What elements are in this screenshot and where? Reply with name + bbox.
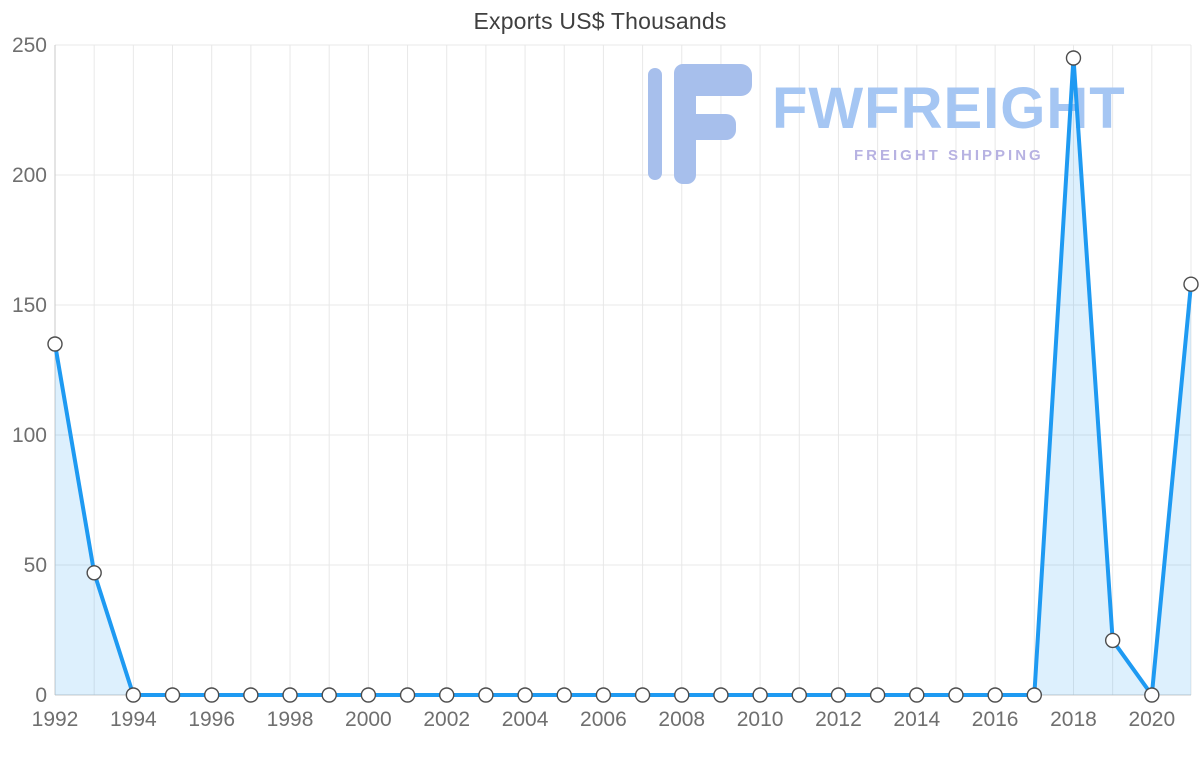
y-tick-label: 0 [35, 684, 47, 707]
data-point-marker[interactable] [203, 687, 220, 703]
watermark-text-block: FWFREIGHT FREIGHT SHIPPING [772, 64, 1126, 165]
data-point-marker[interactable] [282, 687, 298, 703]
data-point-marker[interactable] [1144, 687, 1160, 703]
data-point-marker[interactable] [713, 687, 729, 703]
data-point-marker[interactable] [909, 687, 925, 703]
y-tick-label: 200 [12, 164, 47, 187]
data-point-marker[interactable] [595, 687, 612, 703]
chart-title: Exports US$ Thousands [473, 8, 727, 34]
x-tick-label: 2004 [502, 708, 549, 731]
data-point-marker[interactable] [478, 687, 494, 703]
x-tick-label: 1998 [267, 708, 314, 731]
data-point-marker[interactable] [125, 687, 142, 703]
x-tick-label: 2014 [893, 708, 940, 731]
x-tick-label: 1996 [188, 708, 235, 731]
series-area-fill [55, 58, 1191, 695]
data-point-marker[interactable] [321, 687, 337, 703]
data-point-marker[interactable] [243, 687, 259, 703]
data-point-marker[interactable] [399, 687, 416, 703]
data-point-marker[interactable] [86, 565, 102, 581]
data-point-marker[interactable] [791, 687, 807, 703]
x-tick-label: 1992 [32, 708, 79, 731]
data-point-marker[interactable] [948, 687, 964, 703]
fwfreight-logo-icon [648, 64, 752, 184]
logo-f-top-bar [674, 64, 752, 96]
data-point-marker[interactable] [1183, 276, 1199, 292]
fwfreight-watermark: FWFREIGHT FREIGHT SHIPPING [648, 64, 1126, 184]
x-tick-label: 2010 [737, 708, 784, 731]
x-tick-label: 2020 [1128, 708, 1175, 731]
x-tick-label: 2018 [1050, 708, 1097, 731]
data-point-marker[interactable] [164, 687, 181, 703]
data-point-marker[interactable] [634, 687, 651, 703]
series-line [53, 56, 1193, 697]
watermark-brand-text: FWFREIGHT [772, 76, 1126, 141]
data-point-marker[interactable] [674, 687, 690, 703]
x-tick-label: 2002 [423, 708, 470, 731]
data-point-marker[interactable] [869, 687, 886, 703]
data-point-marker[interactable] [1065, 50, 1082, 66]
data-point-marker[interactable] [439, 687, 455, 703]
x-tick-label: 1994 [110, 708, 157, 731]
x-tick-label: 2008 [658, 708, 705, 731]
y-tick-label: 250 [12, 34, 47, 57]
y-tick-label: 100 [12, 424, 47, 447]
data-point-marker[interactable] [556, 687, 572, 703]
logo-f-mid-bar [674, 114, 736, 140]
x-tick-label: 2006 [580, 708, 627, 731]
y-tick-label: 150 [12, 294, 47, 317]
logo-left-bar [648, 68, 662, 180]
data-point-marker[interactable] [752, 687, 768, 703]
x-tick-label: 2000 [345, 708, 392, 731]
data-point-marker[interactable] [830, 687, 847, 703]
data-point-marker[interactable] [1104, 632, 1121, 649]
x-tick-label: 2016 [972, 708, 1019, 731]
y-tick-label: 50 [24, 554, 47, 577]
data-point-marker[interactable] [987, 687, 1003, 703]
x-tick-label: 2012 [815, 708, 862, 731]
data-point-marker[interactable] [1026, 687, 1043, 703]
watermark-tagline-text: FREIGHT SHIPPING [854, 147, 1044, 164]
data-point-marker[interactable] [47, 336, 63, 352]
data-point-marker[interactable] [517, 687, 533, 703]
data-point-marker[interactable] [360, 687, 377, 703]
